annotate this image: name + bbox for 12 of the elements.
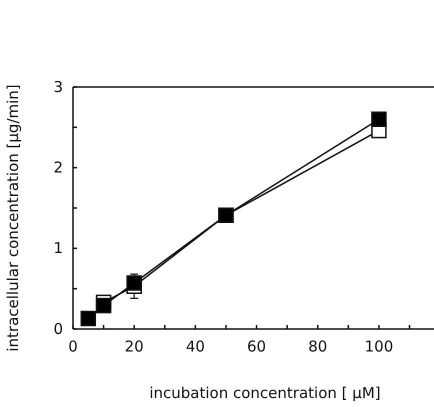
y-axis-title: intracellular concentration [μg/min] — [4, 84, 22, 352]
x-tick-label: 40 — [186, 338, 205, 356]
x-tick-label: 20 — [124, 338, 144, 356]
y-tick-label: 2 — [53, 158, 63, 176]
x-tick-label: 0 — [68, 338, 78, 356]
y-tick-label: 3 — [53, 78, 63, 96]
x-axis-title: incubation concentration [ μM] — [149, 384, 381, 402]
y-tick-label: 0 — [53, 320, 63, 338]
x-tick-label: 100 — [364, 338, 394, 356]
y-tick-label: 1 — [53, 239, 63, 258]
x-tick-label: 60 — [247, 338, 266, 356]
x-tick-label: 80 — [308, 338, 328, 356]
